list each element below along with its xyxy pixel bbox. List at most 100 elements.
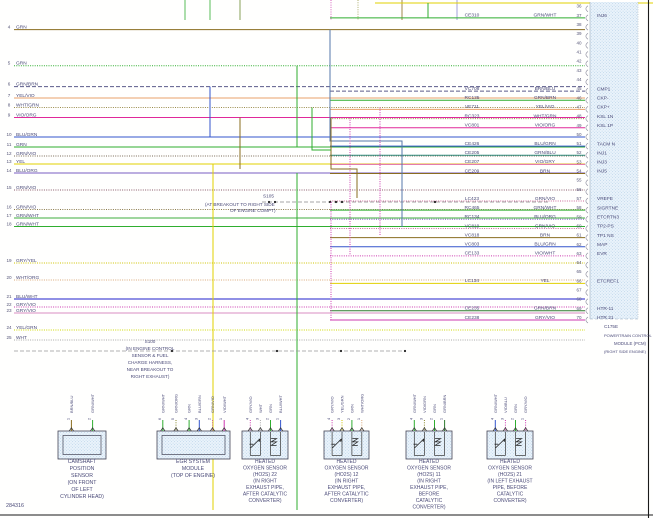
svg-text:VIO/GRN: VIO/GRN [422,396,427,413]
svg-text:4: 4 [8,24,11,29]
svg-text:15: 15 [6,185,12,190]
svg-text:HEATED: HEATED [500,459,520,465]
svg-text:SIGRTNE: SIGRTNE [597,205,618,211]
svg-text:46: 46 [576,95,582,100]
svg-text:66: 66 [576,278,582,283]
svg-text:AFTER CATALYTIC: AFTER CATALYTIC [243,492,288,498]
svg-text:SENSOR & FUEL: SENSOR & FUEL [132,353,169,358]
svg-text:23: 23 [6,308,12,313]
svg-text:EXHAUST PIPE,: EXHAUST PIPE, [328,485,366,491]
svg-text:24: 24 [6,325,12,330]
svg-text:21: 21 [6,294,12,299]
svg-text:CHARGE HARNESS,: CHARGE HARNESS, [128,360,172,365]
svg-text:42: 42 [576,59,582,64]
svg-text:NEAR BREAKOUT TO: NEAR BREAKOUT TO [127,367,174,372]
svg-text:(HO2S) 11: (HO2S) 11 [417,472,441,478]
svg-text:48: 48 [576,114,582,119]
svg-text:OXYGEN SENSOR: OXYGEN SENSOR [243,466,287,472]
svg-text:17: 17 [6,213,12,218]
svg-text:ETCREF1: ETCREF1 [597,279,619,285]
svg-text:HTR 21: HTR 21 [597,315,614,321]
svg-text:(HO2S) 22: (HO2S) 22 [253,472,277,478]
svg-text:CKP+: CKP+ [597,105,610,111]
svg-text:S105: S105 [263,194,274,199]
svg-text:43: 43 [576,68,582,73]
svg-text:TACM N: TACM N [597,141,616,147]
svg-text:GRN/WHT: GRN/WHT [160,393,165,413]
svg-text:63: 63 [576,251,582,256]
svg-text:GRN/WHT: GRN/WHT [90,393,95,413]
svg-text:CONVERTER): CONVERTER) [494,498,527,504]
svg-text:INJ3: INJ3 [597,160,607,166]
svg-text:ETCRTN3: ETCRTN3 [597,215,619,221]
svg-text:BLU/GRN: BLU/GRN [197,395,202,413]
svg-text:WHT: WHT [258,403,263,413]
svg-text:OXYGEN SENSOR: OXYGEN SENSOR [488,466,532,472]
svg-text:68: 68 [576,297,582,302]
svg-text:284316: 284316 [6,503,24,509]
svg-text:POWERTRAIN CONTROL: POWERTRAIN CONTROL [604,333,652,338]
svg-text:OF LEFT: OF LEFT [71,487,93,493]
svg-text:MODULE: MODULE [182,466,205,472]
svg-text:37: 37 [576,13,582,18]
svg-text:52: 52 [576,150,582,155]
svg-text:(AT BREAKOUT TO RIGHT SIDE: (AT BREAKOUT TO RIGHT SIDE [205,202,275,207]
svg-text:GRY/VIO: GRY/VIO [330,396,335,413]
svg-text:(ON FRONT: (ON FRONT [68,480,98,486]
svg-text:CMP1: CMP1 [597,86,611,92]
svg-text:POSITION: POSITION [70,466,95,472]
svg-text:61: 61 [576,233,582,238]
svg-text:GRN/ORG: GRN/ORG [174,394,179,413]
svg-text:6: 6 [8,81,11,86]
svg-text:GRN: GRN [432,404,437,413]
svg-text:7: 7 [8,93,11,98]
svg-text:CONVERTER): CONVERTER) [249,498,282,504]
svg-text:(IN ENGINE CONTROL: (IN ENGINE CONTROL [126,346,175,351]
svg-text:CONVERTER): CONVERTER) [413,505,446,511]
svg-text:AFTER CATALYTIC: AFTER CATALYTIC [324,492,369,498]
svg-text:CATALYTIC: CATALYTIC [497,492,524,498]
svg-text:18: 18 [6,221,12,226]
svg-text:INJ5: INJ5 [597,169,607,175]
svg-text:OXYGEN SENSOR: OXYGEN SENSOR [407,466,451,472]
svg-text:70: 70 [576,315,582,320]
svg-text:55: 55 [576,178,582,183]
svg-text:MAP: MAP [597,242,607,248]
svg-text:GRN: GRN [350,404,355,413]
svg-text:HTR-11: HTR-11 [597,306,614,312]
svg-text:8: 8 [8,102,11,107]
svg-text:20: 20 [6,275,12,280]
svg-text:60: 60 [576,224,582,229]
svg-text:VIO/WHT: VIO/WHT [222,395,227,413]
svg-text:(IN RIGHT: (IN RIGHT [417,479,441,485]
svg-text:GRN/VIO: GRN/VIO [210,396,215,413]
svg-text:OF ENGINE COMPT): OF ENGINE COMPT) [230,208,276,213]
svg-text:25: 25 [6,335,12,340]
svg-text:49: 49 [576,123,582,128]
svg-text:19: 19 [6,258,12,263]
svg-text:16: 16 [6,204,12,209]
svg-text:BLU/WHT: BLU/WHT [278,394,283,413]
svg-text:59: 59 [576,214,582,219]
svg-text:47: 47 [576,104,582,109]
svg-text:44: 44 [576,77,582,82]
svg-text:10: 10 [6,132,12,137]
svg-text:36: 36 [576,4,582,9]
svg-text:57: 57 [576,196,582,201]
svg-text:64: 64 [576,260,582,265]
svg-text:41: 41 [576,50,582,55]
svg-text:EXHAUST PIPE,: EXHAUST PIPE, [410,485,448,491]
svg-text:EXHAUST PIPE,: EXHAUST PIPE, [246,485,284,491]
svg-text:CAMSHAFT: CAMSHAFT [68,459,97,465]
svg-text:WHT/ORG: WHT/ORG [359,394,364,413]
svg-text:40: 40 [576,40,582,45]
svg-text:VIO/BLU: VIO/BLU [503,397,508,413]
svg-text:TP2-PS: TP2-PS [597,224,614,230]
svg-text:45: 45 [576,86,582,91]
svg-text:5: 5 [8,61,11,66]
svg-text:TP1 NS: TP1 NS [597,233,614,239]
svg-text:KSL 1N: KSL 1N [597,114,614,120]
svg-text:CATALYTIC: CATALYTIC [416,498,443,504]
svg-text:50: 50 [576,132,582,137]
svg-text:56: 56 [576,187,582,192]
